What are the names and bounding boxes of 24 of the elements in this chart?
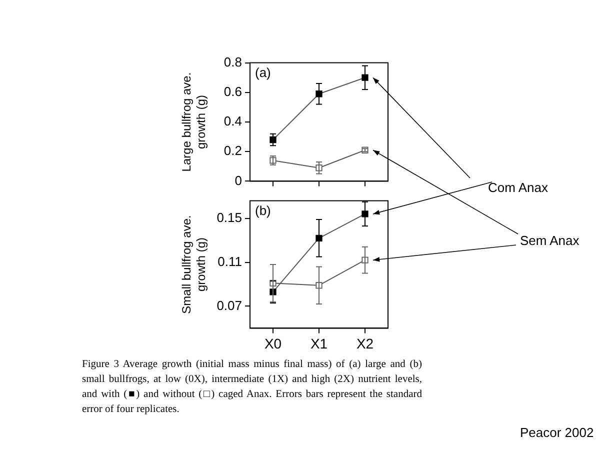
chart-title: (a) (255, 64, 271, 80)
y-tick-label: 0.8 (224, 54, 242, 70)
text: Peacor 2002 (520, 425, 594, 440)
y-axis-title: Large bullfrog ave. growth (g) (180, 72, 208, 172)
chart-title: (b) (255, 202, 271, 218)
point (362, 74, 368, 81)
y-axis-title: Small bullfrog ave. growth (g) (180, 215, 208, 314)
point (362, 210, 368, 218)
y-tick-label: 0.2 (224, 143, 242, 158)
text: Com Anax (488, 180, 548, 195)
point (316, 234, 322, 242)
y-tick-label: 0.11 (218, 254, 242, 269)
y-tick-label: 0.07 (216, 298, 242, 313)
y-tick-label: 0 (234, 172, 242, 188)
y-tick-label: 0.6 (224, 84, 242, 99)
y-tick-label: 0.15 (216, 210, 242, 225)
y-tick-label: 0.4 (224, 114, 242, 129)
point (270, 136, 276, 144)
x-tick-label: X0 (264, 335, 282, 352)
x-tick-label: X1 (310, 335, 328, 352)
text: Sem Anax (520, 233, 580, 248)
point (316, 90, 322, 98)
caption: Figure 3 Average growth (initial mass minus final mass) of (a) large and (b) small bullfrogs, at low (0X), intermediate (1X) and high (2X) nutrient levels, and with (■) and without (□) caged Anax. Errors bars represent the standard error of four replicates. (82, 358, 422, 417)
x-tick-label: X2 (356, 335, 374, 352)
